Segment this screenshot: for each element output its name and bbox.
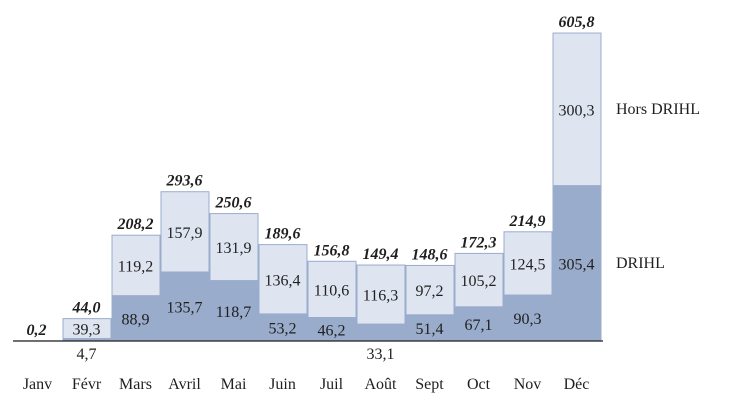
bar-hors-drihl-sept [405, 264, 455, 316]
total-label-juil: 156,8 [314, 242, 350, 259]
total-label-fevr: 44,0 [72, 300, 101, 317]
segment-label-drihl-aout: 33,1 [367, 346, 395, 363]
segment-label-hors-drihl-fevr: 39,3 [73, 322, 101, 339]
segment-label-hors-drihl-mars: 119,2 [118, 258, 153, 275]
x-tick-label-mai: Mai [221, 376, 247, 393]
bar-hors-drihl-nov [503, 231, 553, 296]
x-tick-label-oct: Oct [467, 376, 491, 393]
total-label-mai: 250,6 [215, 195, 252, 212]
segment-label-drihl-dec: 305,4 [559, 256, 595, 273]
segment-label-hors-drihl-juil: 110,6 [314, 282, 349, 299]
segment-label-drihl-mars: 88,9 [122, 311, 150, 328]
x-tick-label-juil: Juil [320, 376, 344, 393]
bar-drihl-aout [356, 323, 406, 342]
bar-drihl-mai [209, 280, 259, 342]
x-tick-label-aout: Août [365, 376, 398, 393]
total-label-avril: 293,6 [166, 173, 203, 190]
legend: Hors DRIHL DRIHL [616, 101, 700, 272]
x-tick-label-janv: Janv [23, 376, 52, 393]
bar-hors-drihl-mai [209, 213, 259, 282]
legend-label-drihl: DRIHL [616, 255, 665, 272]
segment-label-hors-drihl-sept: 97,2 [416, 283, 444, 300]
legend-label-hors-drihl: Hors DRIHL [616, 101, 700, 118]
x-tick-label-dec: Déc [564, 376, 590, 393]
segment-label-hors-drihl-oct: 105,2 [461, 273, 497, 290]
bar-hors-drihl-dec [552, 32, 602, 187]
bar-hors-drihl-oct [454, 252, 504, 308]
segment-label-hors-drihl-avril: 157,9 [167, 225, 203, 242]
bar-drihl-avril [160, 271, 210, 342]
x-tick-label-juin: Juin [269, 376, 296, 393]
bar-hors-drihl-aout [356, 264, 406, 325]
total-label-janv: 0,2 [27, 322, 47, 339]
segment-label-hors-drihl-aout: 116,3 [363, 288, 398, 305]
total-label-aout: 149,4 [363, 246, 399, 263]
x-tick-label-nov: Nov [514, 376, 542, 393]
bars-layer [13, 32, 602, 342]
segment-label-drihl-oct: 67,1 [465, 317, 493, 334]
segment-label-drihl-juin: 53,2 [269, 320, 297, 337]
total-label-mars: 208,2 [117, 216, 154, 233]
segment-label-drihl-fevr: 4,7 [77, 346, 97, 363]
total-label-nov: 214,9 [509, 213, 546, 230]
total-label-oct: 172,3 [461, 234, 497, 251]
segment-label-hors-drihl-mai: 131,9 [216, 240, 252, 257]
total-label-juin: 189,6 [265, 226, 301, 243]
x-tick-label-avril: Avril [168, 376, 201, 393]
total-label-dec: 605,8 [559, 14, 595, 31]
segment-label-drihl-mai: 118,7 [216, 304, 251, 321]
labels-layer: 0,2 Janv 4,7 39,3 44,0 Févr 88,9 119,2 208,2 Mars… [23, 14, 595, 393]
segment-label-hors-drihl-juin: 136,4 [265, 272, 301, 289]
x-tick-label-sept: Sept [415, 376, 444, 393]
x-tick-label-mars: Mars [119, 376, 152, 393]
segment-label-drihl-nov: 90,3 [514, 311, 542, 328]
bar-drihl-mars [111, 295, 161, 342]
bar-drihl-oct [454, 306, 504, 342]
bar-hors-drihl-avril [160, 191, 210, 273]
bar-drihl-dec [552, 185, 602, 342]
bar-drihl-sept [405, 314, 455, 342]
segment-label-hors-drihl-dec: 300,3 [559, 102, 595, 119]
bar-hors-drihl-mars [111, 234, 161, 297]
segment-label-hors-drihl-nov: 124,5 [510, 256, 546, 273]
segment-label-drihl-juil: 46,2 [318, 322, 346, 339]
x-tick-label-fevr: Févr [72, 376, 102, 393]
total-label-sept: 148,6 [412, 246, 448, 263]
segment-label-drihl-avril: 135,7 [167, 300, 203, 317]
bar-drihl-nov [503, 294, 553, 342]
segment-label-drihl-sept: 51,4 [416, 321, 444, 338]
